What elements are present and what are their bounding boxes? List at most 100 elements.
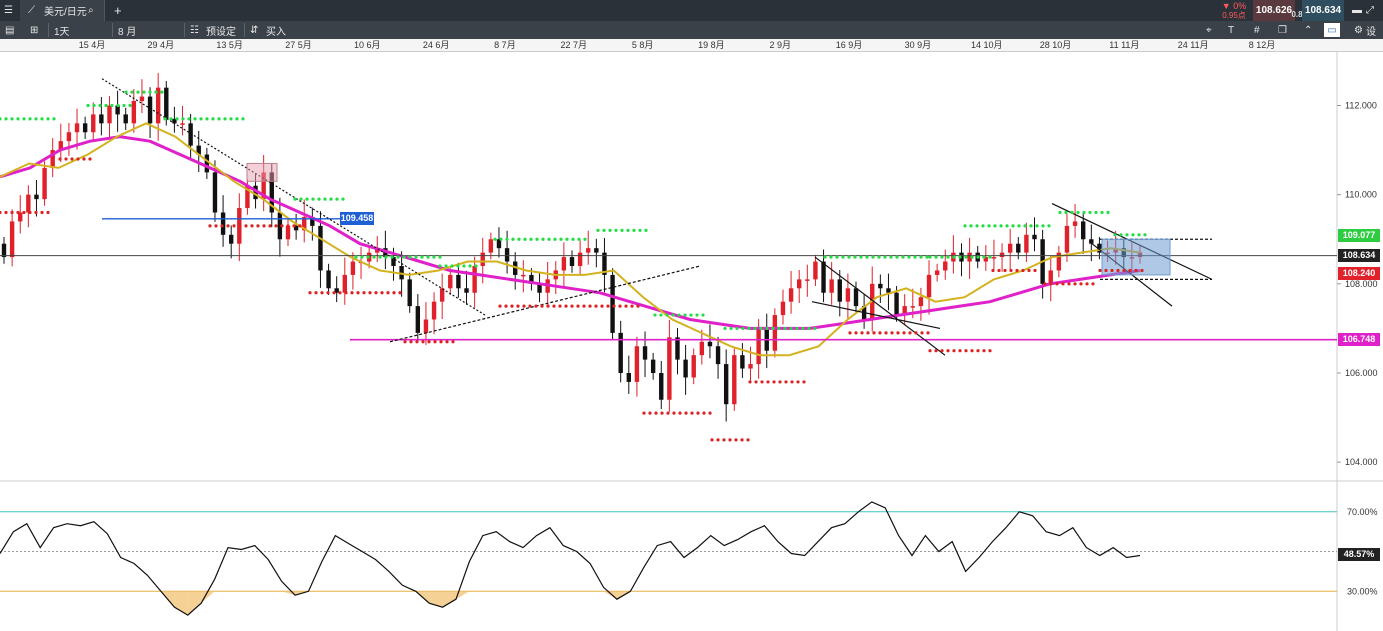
range-select[interactable]: 8 月 bbox=[118, 26, 137, 38]
signal-dot bbox=[925, 255, 929, 259]
list-icon[interactable]: ▤ bbox=[5, 24, 15, 36]
candle-body bbox=[642, 346, 648, 360]
signal-dot bbox=[402, 255, 406, 259]
signal-dot bbox=[789, 326, 793, 331]
signal-dot bbox=[421, 340, 425, 344]
signal-dot bbox=[256, 224, 260, 228]
candle-body bbox=[991, 257, 997, 259]
copy-icon[interactable]: ❐ bbox=[1278, 24, 1287, 36]
date-tick-label: 22 7月 bbox=[560, 40, 588, 50]
hamburger-icon[interactable]: ☰ bbox=[4, 5, 13, 16]
signal-dot bbox=[1137, 233, 1141, 237]
signal-dot bbox=[142, 90, 146, 94]
signal-dot bbox=[963, 224, 967, 228]
sell-price-button[interactable]: 108.626 bbox=[1253, 0, 1295, 21]
signal-dot bbox=[414, 255, 418, 259]
interval-select[interactable]: 1天 bbox=[54, 26, 70, 38]
buy-button[interactable]: 买入 bbox=[266, 26, 286, 38]
signal-dot bbox=[1091, 282, 1095, 286]
search-icon[interactable]: ⌕ bbox=[88, 5, 94, 16]
signal-dot bbox=[940, 255, 944, 259]
buy-price-button[interactable]: 108.634 bbox=[1302, 0, 1344, 21]
signal-dot bbox=[408, 255, 412, 259]
signal-dot bbox=[547, 237, 551, 241]
signal-dot bbox=[952, 255, 956, 259]
signal-dot bbox=[783, 326, 787, 331]
candle-body bbox=[813, 261, 818, 280]
grid-icon[interactable]: # bbox=[1254, 24, 1260, 36]
date-tick-label: 27 5月 bbox=[285, 40, 312, 50]
change-percent: ▼ 0% bbox=[1221, 0, 1247, 11]
candle-body bbox=[123, 114, 128, 124]
candle-body bbox=[472, 266, 477, 293]
pointer-icon[interactable]: ⌃ bbox=[1304, 24, 1313, 36]
signal-dot bbox=[1088, 210, 1092, 215]
signal-dot bbox=[546, 304, 550, 308]
add-tab-button[interactable]: + bbox=[114, 3, 122, 18]
signal-dot bbox=[632, 228, 636, 232]
signal-dot bbox=[759, 326, 763, 331]
signal-dot bbox=[169, 117, 173, 121]
divider bbox=[48, 23, 49, 37]
preset-button[interactable]: 预设定 bbox=[206, 26, 236, 38]
signal-dot bbox=[678, 411, 682, 415]
signal-dot bbox=[671, 313, 675, 317]
signal-dot bbox=[1011, 224, 1015, 228]
candle-body bbox=[723, 364, 729, 405]
signal-dot bbox=[299, 197, 303, 201]
signal-dot bbox=[378, 255, 382, 259]
support-dots bbox=[403, 340, 455, 344]
signal-dot bbox=[583, 237, 587, 241]
gear-icon[interactable]: ⚙ bbox=[1354, 24, 1363, 36]
signal-dot bbox=[969, 224, 973, 228]
signal-dot bbox=[740, 438, 744, 442]
signal-dot bbox=[1064, 210, 1068, 215]
settings-button[interactable]: 设 bbox=[1366, 26, 1376, 38]
change-points: 0.95点 bbox=[1222, 10, 1246, 20]
signal-dot bbox=[40, 210, 44, 215]
resistance-dots bbox=[823, 255, 929, 259]
expand-icon[interactable]: ⤢ bbox=[1366, 5, 1374, 16]
candle-body bbox=[1016, 243, 1021, 253]
signal-dot bbox=[1049, 282, 1053, 286]
resistance-dots bbox=[723, 326, 817, 331]
candle-body bbox=[342, 274, 347, 293]
candle-body bbox=[594, 248, 599, 253]
candle-body bbox=[164, 87, 169, 119]
text-tool-icon[interactable]: T bbox=[1228, 24, 1235, 36]
tag-icon[interactable]: ▭ bbox=[1324, 23, 1340, 37]
preset-icon[interactable]: ☷ bbox=[190, 24, 199, 36]
candle-body bbox=[1048, 270, 1053, 284]
signal-dot bbox=[564, 304, 568, 308]
signal-dot bbox=[450, 264, 454, 268]
signal-dot bbox=[426, 255, 430, 259]
signal-dot bbox=[1070, 210, 1074, 215]
support-dots bbox=[58, 157, 92, 161]
signal-dot bbox=[577, 237, 581, 241]
candle-body bbox=[910, 306, 915, 308]
resistance-dots bbox=[0, 117, 56, 121]
candle-body bbox=[1089, 239, 1094, 244]
candle-body bbox=[504, 248, 510, 262]
signal-dot bbox=[660, 411, 664, 415]
signal-dot bbox=[896, 331, 900, 335]
candle-body bbox=[943, 261, 948, 271]
chart-line-icon: ⟋ bbox=[28, 5, 35, 16]
signal-dot bbox=[777, 326, 781, 331]
candle-body bbox=[66, 132, 72, 142]
trade-icon[interactable]: ⇵ bbox=[250, 24, 259, 36]
crosshair-icon[interactable]: ⌖ bbox=[1206, 24, 1212, 36]
layout-icon[interactable]: ⊞ bbox=[30, 24, 39, 36]
signal-dot bbox=[220, 224, 224, 228]
divider bbox=[184, 23, 185, 37]
candle-body bbox=[391, 257, 396, 266]
instrument-tab[interactable]: ⟋ 美元/日元 ⌕ bbox=[20, 0, 105, 21]
signal-dot bbox=[907, 255, 911, 259]
signal-dot bbox=[859, 255, 863, 259]
candle-body bbox=[740, 355, 745, 369]
signal-dot bbox=[238, 224, 242, 228]
candle-body bbox=[488, 239, 494, 253]
candle-body bbox=[659, 373, 664, 400]
minimize-icon[interactable]: ▬ bbox=[1352, 5, 1362, 16]
